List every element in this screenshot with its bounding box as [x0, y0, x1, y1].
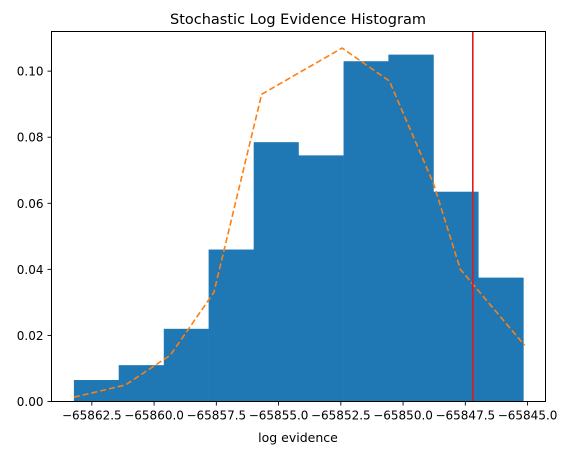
y-tick-label: 0.06 [17, 197, 44, 211]
y-tick-label: 0.04 [17, 263, 44, 277]
histogram-bar [119, 365, 164, 401]
x-tick-label: −65850.0 [373, 409, 433, 423]
x-tick-label: −65845.0 [498, 409, 558, 423]
histogram-bar [433, 192, 478, 402]
histogram-bar [299, 155, 344, 401]
histogram-bar [344, 61, 389, 401]
x-tick-label: −65857.5 [186, 409, 246, 423]
histogram-bar [478, 278, 523, 402]
chart-title: Stochastic Log Evidence Histogram [170, 12, 426, 28]
histogram-bar [164, 329, 209, 402]
histogram-bar [209, 250, 254, 402]
x-tick-label: −65860.0 [124, 409, 184, 423]
y-tick-label: 0.10 [17, 65, 44, 79]
y-tick-label: 0.00 [17, 395, 44, 409]
x-axis-label: log evidence [258, 430, 338, 445]
x-tick-label: −65852.5 [311, 409, 371, 423]
x-tick-label: −65855.0 [249, 409, 309, 423]
x-tick-label: −65862.5 [62, 409, 122, 423]
x-tick-label: −65847.5 [435, 409, 495, 423]
y-tick-label: 0.08 [17, 131, 44, 145]
histogram-bar [388, 55, 433, 402]
histogram-bar [254, 142, 299, 401]
histogram-bar [74, 380, 119, 401]
y-tick-label: 0.02 [17, 329, 44, 343]
